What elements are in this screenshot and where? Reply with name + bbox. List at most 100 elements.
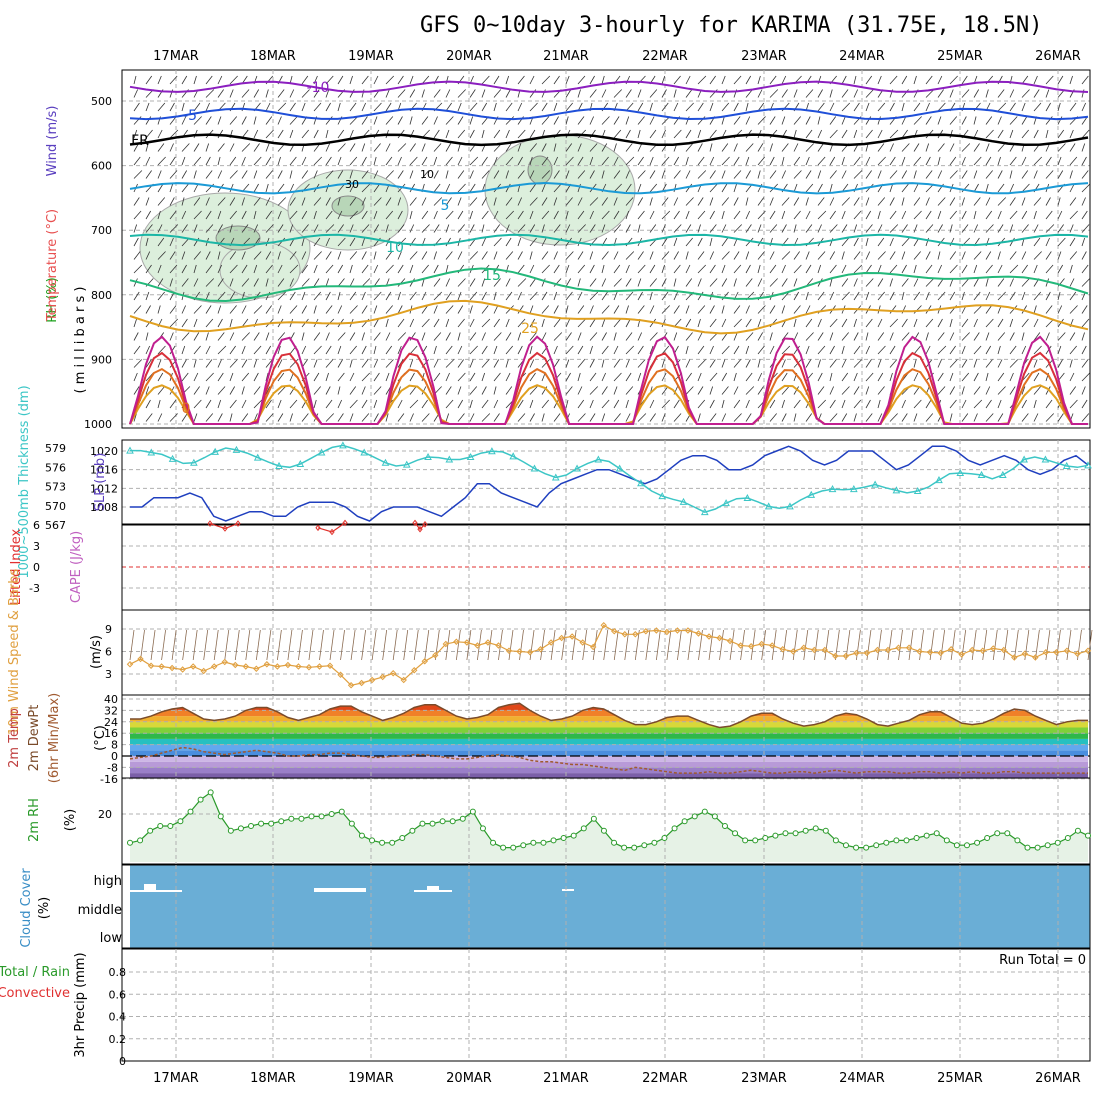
wind-barb [205,116,212,125]
wind-barb [445,89,451,98]
wind-barb [685,129,692,139]
wind-barb [265,116,273,125]
wind-barb [973,386,981,395]
wind-barb [997,224,1004,233]
wind-barb [157,210,161,220]
surface-wind-barb [245,629,251,661]
wind-barb [649,102,653,112]
rh-marker [540,839,547,846]
wind-barb [997,210,1002,220]
wind-barb [769,156,775,166]
wind-barb [793,291,800,301]
wind-barb [649,332,658,341]
wind-barb [721,386,729,395]
wind-barb [217,332,225,341]
wind-barb [757,156,765,166]
wind-barb [589,197,599,206]
wind-barb [589,278,597,287]
wind-barb [337,332,346,341]
wind-barb [961,278,970,287]
wind-barb [709,305,715,314]
wind-barb [541,305,550,314]
wind-barb [757,372,763,382]
wind-barb [181,332,190,341]
wind-barb [289,89,295,98]
wind-barb [433,305,438,314]
wind-barb [1081,345,1087,355]
wind-barb [349,89,355,98]
wind-speed-marker [968,646,976,654]
wind-barb [217,372,224,382]
wind-barb [229,251,237,260]
wind-barb [1009,251,1017,260]
wind-barb [625,291,634,301]
wind-barb [205,264,213,274]
rh-marker [974,839,981,846]
surface-wind-barb [613,629,619,661]
wind-barb [937,291,946,301]
temperature-contour-label: 25 [521,321,539,337]
wind-barb [721,224,727,233]
wind-barb [589,75,595,85]
wind-speed-marker [232,661,239,669]
wind-barb [469,291,478,301]
wind-barb [1057,413,1064,422]
top-date-label: 26MAR [1035,49,1081,64]
wind-barb [481,372,486,382]
wind-barb [229,345,236,355]
wind-barb [385,75,395,85]
wind-barb [697,291,704,301]
wind-barb [337,291,341,301]
wind-barb [577,305,585,314]
wind-barb [733,399,741,409]
rh-2m-frame [121,777,1091,865]
wind-barb [649,224,657,233]
wind-barb [505,251,514,260]
wind-barb [673,224,682,233]
wind-barb [361,251,367,260]
wind-tick-label: 3 [105,668,112,681]
wind-barb [745,210,751,220]
wind-barb [733,318,742,328]
wind-barb [325,156,332,166]
wind-barb [733,413,742,422]
wind-barb [157,197,166,206]
wind-barb [949,75,958,85]
wind-barb [1057,237,1066,247]
wind-barb [529,332,537,341]
wind-barb [277,345,281,355]
wind-barb [541,183,546,193]
wind-barb [421,305,429,314]
wind-speed-marker [253,665,260,672]
wind-barb [1069,345,1077,355]
wind-barb [709,251,715,260]
wind-barb [697,210,706,220]
wind-barb [829,210,836,220]
wind-speed-marker [821,646,829,654]
thickness-tick-label: 570 [45,500,66,513]
rh-marker [379,839,386,846]
wind-barb [313,156,323,166]
cloud-level-label: middle [78,903,122,918]
wind-barb [733,170,742,179]
temperature-band [130,750,1088,756]
wind-barb [601,332,607,341]
wind-barb [133,102,140,112]
rh-area [130,792,1088,862]
wind-barb [349,197,357,206]
wind-barb [937,170,943,179]
wind-barb [841,278,849,287]
surface-wind-barb [392,629,398,661]
wind-barb [745,116,751,125]
wind-barb [817,251,826,260]
wind-barb [421,170,430,179]
wind-barb [733,264,742,274]
wind-speed-marker [737,642,744,649]
wind-barb [229,359,238,368]
wind-barb [889,197,895,206]
wind-barb [409,116,413,125]
surface-wind-barb [877,629,882,661]
surface-wind-barb [192,629,198,661]
wind-barb [733,345,740,355]
